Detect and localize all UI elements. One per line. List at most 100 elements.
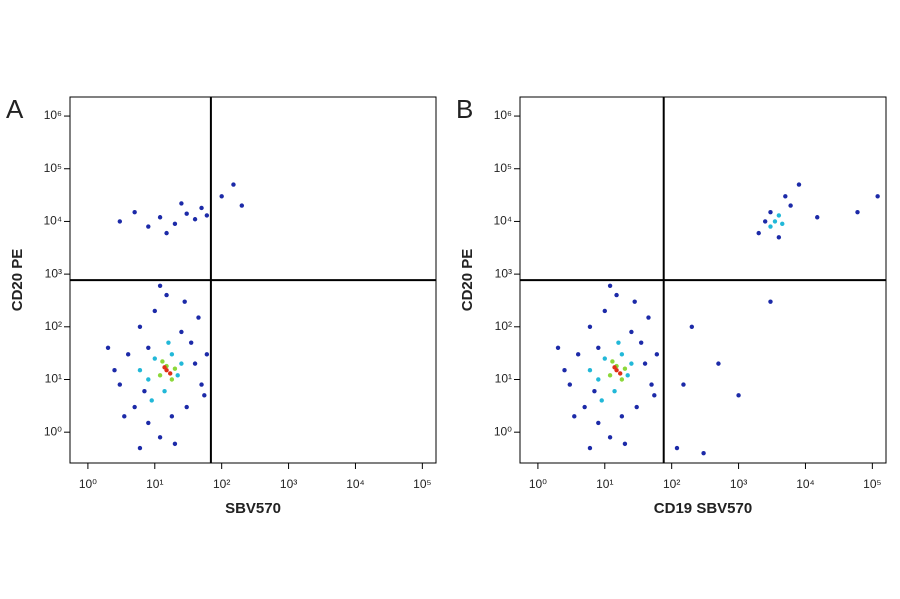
- event-dot: [142, 388, 147, 394]
- event-dot: [112, 368, 117, 373]
- event-dot: [168, 371, 173, 376]
- event-dot: [567, 382, 573, 387]
- x-tick-label: 10⁴: [796, 477, 815, 491]
- event-dot: [634, 404, 639, 410]
- event-dot: [196, 315, 201, 320]
- event-dot: [175, 373, 180, 378]
- event-dot: [632, 299, 637, 304]
- event-dot: [607, 373, 613, 378]
- event-dot: [768, 299, 773, 304]
- event-dot: [642, 361, 648, 366]
- event-dot: [172, 441, 178, 447]
- event-dot: [152, 356, 157, 361]
- event-dot: [204, 352, 210, 357]
- event-dot: [166, 340, 171, 345]
- event-dot: [555, 345, 561, 350]
- event-dot: [619, 352, 625, 357]
- event-dot: [646, 315, 651, 320]
- event-dot: [152, 308, 157, 314]
- event-dot: [607, 283, 613, 289]
- event-dot: [231, 182, 236, 187]
- x-axis-label: SBV570: [225, 500, 281, 517]
- event-dot: [199, 205, 204, 211]
- y-tick-label: 10³: [45, 266, 62, 280]
- event-dot: [654, 352, 660, 357]
- event-dot: [616, 340, 621, 345]
- x-tick-label: 10⁰: [529, 477, 547, 491]
- x-tick-label: 10²: [663, 477, 680, 491]
- y-tick-label: 10⁵: [44, 161, 62, 175]
- y-tick-label: 10⁶: [494, 108, 512, 122]
- event-dot: [562, 368, 567, 373]
- event-dot: [776, 235, 782, 240]
- event-dot: [164, 230, 169, 236]
- y-tick-label: 10¹: [45, 372, 62, 386]
- event-dot: [780, 221, 785, 227]
- event-dot: [815, 215, 820, 220]
- y-axis-label: CD20 PE: [459, 249, 476, 312]
- x-tick-label: 10⁵: [863, 477, 881, 491]
- event-dot: [592, 388, 597, 394]
- y-tick-label: 10⁰: [44, 424, 62, 438]
- event-dot: [575, 352, 581, 357]
- event-dot: [162, 365, 167, 370]
- event-dot: [596, 345, 601, 350]
- event-dot: [599, 398, 604, 403]
- x-tick-label: 10⁰: [79, 477, 97, 491]
- x-tick-label: 10³: [280, 477, 297, 491]
- y-axis-label: CD20 PE: [9, 249, 26, 312]
- event-dot: [596, 377, 601, 382]
- event-dot: [602, 308, 607, 314]
- event-dot: [179, 201, 184, 206]
- event-dot: [179, 329, 184, 335]
- event-dot: [188, 340, 194, 345]
- x-tick-label: 10⁴: [346, 477, 365, 491]
- event-dot: [875, 194, 880, 199]
- event-dot: [202, 393, 207, 398]
- event-dot: [117, 382, 123, 387]
- event-dot: [137, 445, 143, 451]
- event-dot: [587, 368, 593, 373]
- x-tick-label: 10³: [730, 477, 747, 491]
- x-tick-label: 10¹: [146, 477, 163, 491]
- event-dot: [182, 299, 187, 304]
- event-dot: [169, 414, 175, 419]
- event-dot: [137, 368, 143, 373]
- event-dot: [622, 366, 628, 371]
- event-dot: [164, 292, 169, 298]
- x-tick-label: 10²: [213, 477, 230, 491]
- y-tick-label: 10²: [495, 319, 512, 333]
- y-tick-label: 10¹: [495, 372, 512, 386]
- event-dot: [701, 450, 706, 456]
- event-dot: [160, 359, 165, 364]
- event-dot: [157, 373, 163, 378]
- y-tick-label: 10⁵: [494, 161, 512, 175]
- y-tick-label: 10⁴: [493, 214, 512, 228]
- event-dot: [172, 366, 178, 371]
- event-dot: [125, 352, 131, 357]
- event-dot: [169, 377, 175, 382]
- event-dot: [607, 435, 613, 440]
- event-dot: [762, 219, 768, 224]
- event-dot: [614, 292, 619, 298]
- x-tick-label: 10¹: [596, 477, 613, 491]
- event-dot: [179, 361, 184, 366]
- event-dot: [199, 382, 204, 387]
- y-tick-label: 10⁰: [494, 424, 512, 438]
- event-dot: [652, 393, 657, 398]
- event-dot: [192, 217, 198, 222]
- event-dot: [105, 345, 111, 350]
- event-dot: [681, 382, 686, 387]
- event-dot: [619, 377, 625, 382]
- event-dot: [649, 382, 654, 387]
- event-dot: [162, 388, 167, 394]
- event-dot: [796, 182, 802, 187]
- event-dot: [146, 224, 151, 229]
- y-tick-label: 10²: [45, 319, 62, 333]
- event-dot: [776, 213, 782, 218]
- event-dot: [629, 329, 634, 335]
- event-dot: [619, 414, 625, 419]
- event-dot: [622, 441, 628, 447]
